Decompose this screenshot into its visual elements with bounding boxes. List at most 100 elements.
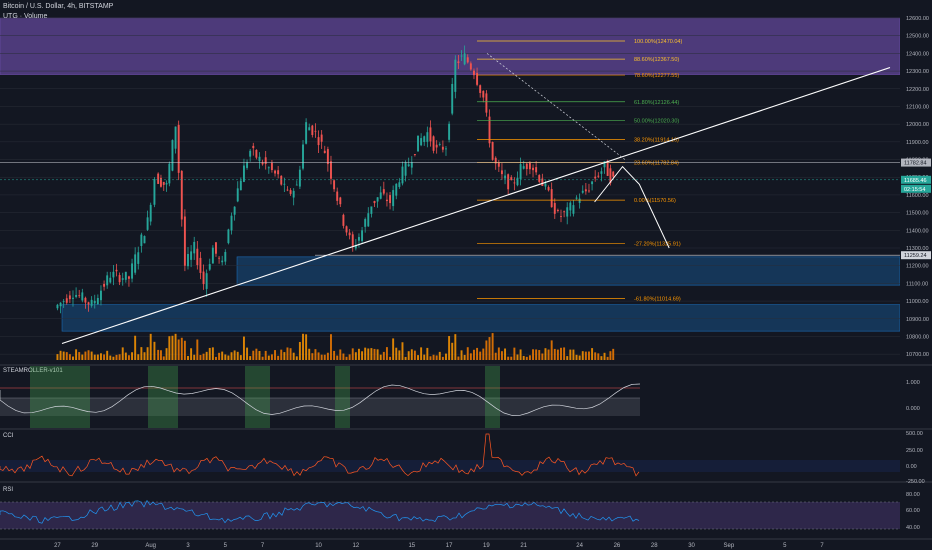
volume-bar <box>426 347 429 360</box>
candle-body <box>109 277 112 283</box>
candle-body <box>361 230 364 242</box>
volume-bar <box>267 355 270 360</box>
candle-body <box>168 163 171 184</box>
volume-bar <box>339 349 342 360</box>
candle-body <box>507 174 510 190</box>
candle-body <box>435 144 438 148</box>
fib-level-label: 88.60%(12367.50) <box>634 57 679 63</box>
candle-body <box>594 176 597 179</box>
volume-bar <box>153 341 156 360</box>
volume-bar <box>183 340 186 360</box>
price-zone <box>61 304 901 332</box>
volume-bar <box>556 349 559 360</box>
volume-bar <box>594 352 597 360</box>
candle-body <box>572 205 575 214</box>
candle-body <box>560 216 562 217</box>
volume-bar <box>87 350 90 360</box>
candle-body <box>354 245 357 249</box>
candle-body <box>59 302 62 307</box>
candle-body <box>339 197 342 205</box>
candle-body <box>556 209 559 211</box>
candle-body <box>131 263 134 279</box>
candle-body <box>140 234 143 247</box>
volume-bar <box>308 348 311 360</box>
candle-body <box>600 171 603 174</box>
volume-bar <box>438 351 441 360</box>
cci-tick: -250.00 <box>906 479 925 485</box>
price-tag <box>901 158 931 167</box>
volume-bar <box>187 355 189 360</box>
candle-body <box>146 217 149 230</box>
volume-bar <box>435 355 438 360</box>
candle-body <box>242 165 245 182</box>
volume-bar <box>357 348 360 360</box>
volume-bar <box>230 352 233 360</box>
volume-bar <box>591 348 594 360</box>
volume-bar <box>560 347 562 360</box>
candle-body <box>112 271 115 278</box>
fib-level-label: -27.20%(11325.91) <box>634 241 681 247</box>
candle-body <box>469 63 472 70</box>
volume-bar <box>252 350 255 360</box>
price-tick-label: 11900.00 <box>906 140 929 146</box>
candle-body <box>330 161 332 179</box>
volume-bar <box>420 347 423 360</box>
rsi-tick: 40.00 <box>906 525 920 531</box>
cci-line <box>0 433 640 477</box>
candle-body <box>345 226 348 233</box>
volume-bar <box>180 337 183 360</box>
volume-bar <box>118 354 121 360</box>
candle-body <box>584 189 587 192</box>
time-tick-label: 7 <box>261 543 265 549</box>
candle-body <box>563 211 566 213</box>
candle-body <box>473 70 475 76</box>
time-tick-label: 15 <box>408 543 415 549</box>
candle-body <box>252 145 255 149</box>
candle-body <box>177 124 180 173</box>
candle-body <box>137 252 140 264</box>
candle-body <box>538 175 541 182</box>
time-tick-label: 7 <box>820 543 824 549</box>
volume-bar <box>264 350 267 360</box>
candle-body <box>236 188 239 202</box>
volume-bar <box>566 356 569 360</box>
candle-body <box>121 278 124 280</box>
time-tick-label: 12 <box>353 543 360 549</box>
candle-body <box>224 251 227 262</box>
time-tick-label: 3 <box>186 543 190 549</box>
symbol-title: Bitcoin / U.S. Dollar, 4h, BITSTAMP <box>3 3 114 10</box>
rsi-tick: 80.00 <box>906 492 920 498</box>
candle-body <box>451 83 454 114</box>
candle-body <box>274 170 276 174</box>
steamroller-signal-zone <box>148 366 178 428</box>
volume-bar <box>473 349 475 360</box>
volume-bar <box>482 348 485 360</box>
volume-bar <box>507 356 510 360</box>
steamroller-tick: 0.000 <box>906 406 920 412</box>
candle-body <box>479 85 482 93</box>
candle-body <box>258 156 261 162</box>
volume-bar <box>600 356 603 360</box>
candle-body <box>432 136 435 151</box>
volume-bar <box>146 347 149 360</box>
price-tick-label: 12400.00 <box>906 51 929 57</box>
candle-body <box>420 138 423 146</box>
volume-bar <box>441 356 444 360</box>
candle-body <box>302 144 304 169</box>
candle-body <box>320 134 323 142</box>
countdown-label: 02:15:54 <box>904 187 925 193</box>
candle-body <box>218 257 221 259</box>
price-tick-label: 12100.00 <box>906 104 929 110</box>
candle-body <box>404 162 407 176</box>
volume-bar <box>361 351 364 360</box>
volume-bar <box>597 353 600 360</box>
candle-body <box>370 206 373 214</box>
volume-bar <box>392 338 395 360</box>
candle-body <box>270 162 273 170</box>
volume-bar <box>354 352 357 360</box>
volume-bar <box>208 347 211 360</box>
candle-body <box>103 283 106 287</box>
candle-body <box>283 183 286 185</box>
steamroller-tick: 1.000 <box>906 380 920 386</box>
